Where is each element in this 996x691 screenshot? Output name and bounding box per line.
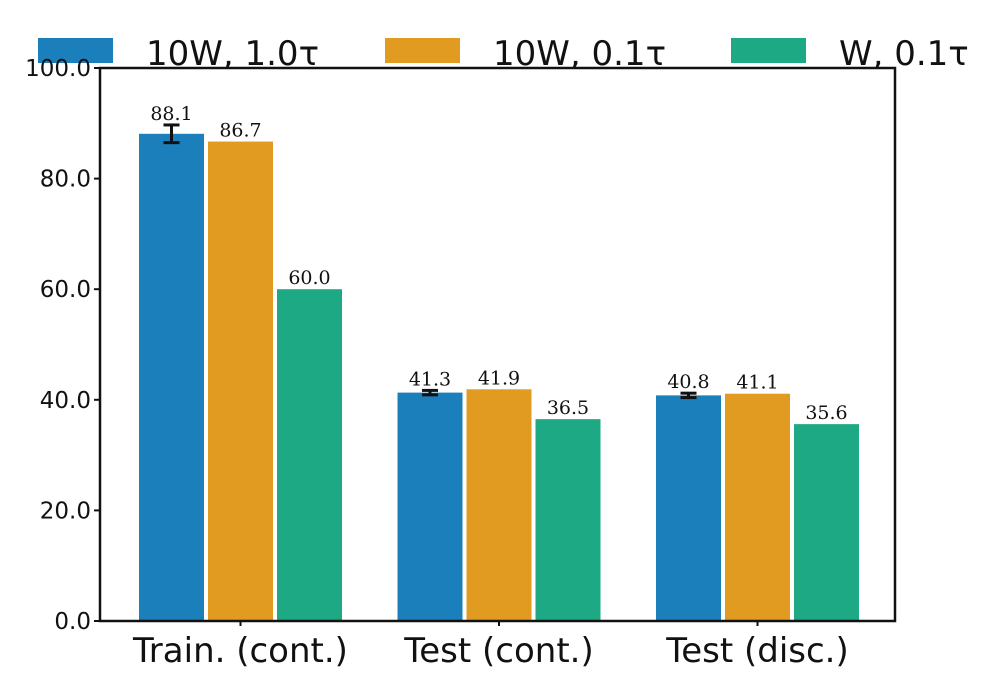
data-label: 41.9 — [478, 367, 520, 389]
x-tick-label: Test (cont.) — [403, 631, 593, 671]
plot-frame — [98, 66, 897, 623]
bar — [139, 133, 204, 621]
bar — [535, 419, 601, 621]
bar — [208, 141, 273, 621]
legend: 10W, 1.0τ 10W, 0.1τ W, 0.1τ — [38, 34, 969, 74]
bar — [725, 393, 790, 621]
legend-swatch — [38, 38, 113, 63]
legend-swatch — [731, 38, 806, 63]
x-tick-label: Test (disc.) — [665, 631, 849, 671]
bar — [277, 289, 342, 621]
x-axis: Train. (cont.) Test (cont.) Test (disc.) — [132, 621, 849, 671]
y-tick-label: 80.0 — [40, 167, 91, 193]
legend-swatch — [385, 38, 460, 63]
y-tick-label: 100.0 — [25, 56, 91, 82]
y-tick-label: 20.0 — [40, 498, 91, 524]
y-axis: 0.0 20.0 40.0 60.0 80.0 100.0 — [25, 56, 100, 635]
x-tick-label: Train. (cont.) — [132, 631, 348, 671]
bar — [656, 395, 721, 621]
data-label: 41.3 — [409, 368, 451, 390]
bars — [139, 133, 859, 621]
data-label: 41.1 — [736, 372, 778, 394]
data-label: 88.1 — [150, 103, 192, 125]
data-label: 86.7 — [219, 120, 261, 142]
data-label: 35.6 — [805, 402, 847, 424]
y-tick-label: 0.0 — [54, 609, 91, 635]
y-tick-label: 40.0 — [40, 388, 91, 414]
y-tick-label: 60.0 — [40, 277, 91, 303]
error-bars — [163, 123, 697, 400]
data-label: 60.0 — [288, 267, 330, 289]
bar — [466, 389, 532, 621]
bar — [794, 424, 859, 621]
value-labels: 88.1 86.7 60.0 41.3 41.9 36.5 40.8 41.1 35.6 — [150, 103, 847, 424]
data-label: 36.5 — [547, 397, 589, 419]
bar — [397, 392, 463, 621]
data-label: 40.8 — [667, 371, 709, 393]
